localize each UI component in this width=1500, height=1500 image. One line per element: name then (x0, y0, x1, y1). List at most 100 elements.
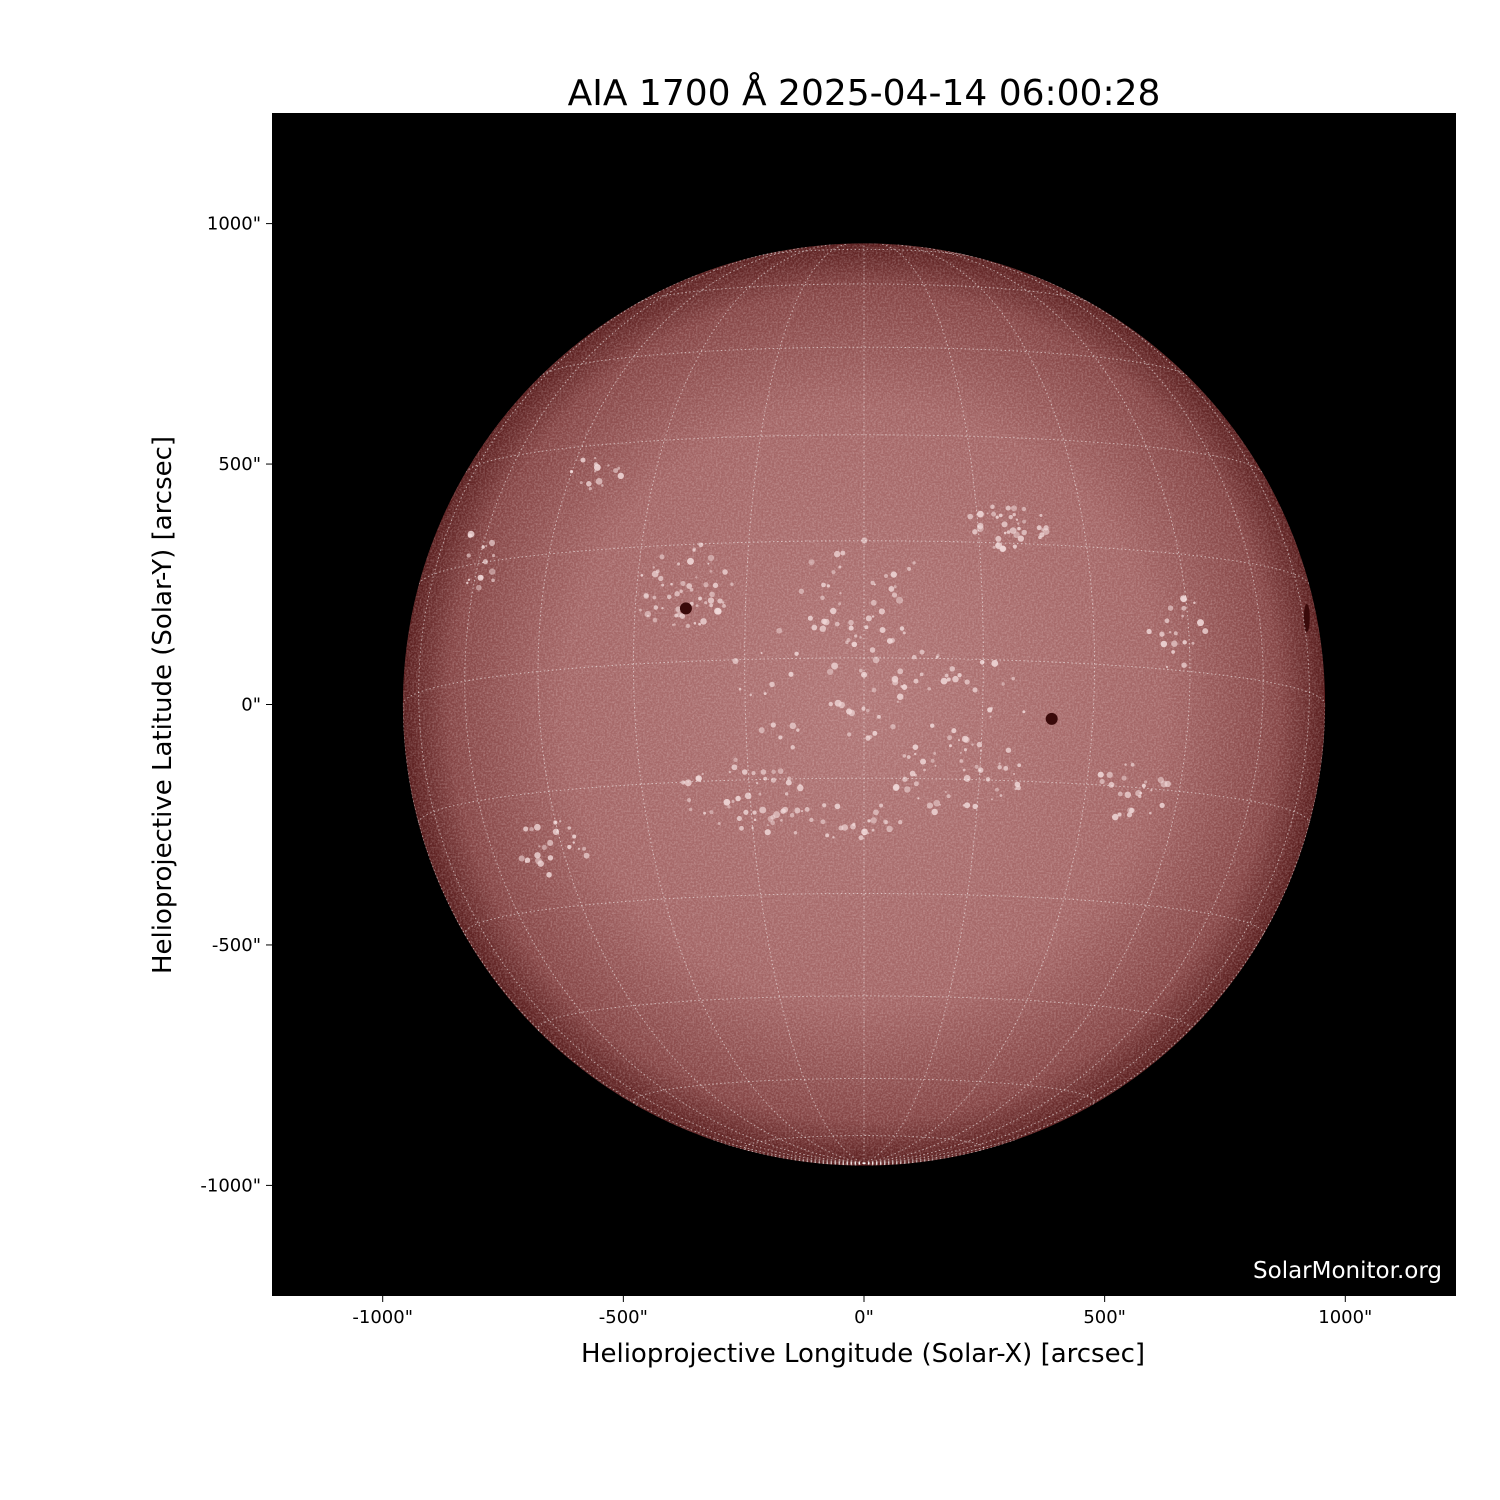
y-tick-label: -1000" (200, 1175, 261, 1196)
chart-title: AIA 1700 Å 2025-04-14 06:00:28 (568, 71, 1161, 114)
plage-point (617, 466, 621, 470)
plage-point (1182, 640, 1187, 645)
plage-point (1181, 596, 1187, 603)
plage-point (967, 513, 974, 520)
plage-point (972, 529, 978, 535)
plage-point (695, 576, 698, 579)
latitude-line (537, 995, 1191, 1032)
plage-point (848, 619, 854, 626)
plage-point (661, 583, 665, 587)
plage-point (861, 537, 868, 544)
plage-point (675, 606, 682, 613)
plage-point (727, 805, 731, 809)
plage-point (1191, 641, 1195, 645)
plage-point (934, 764, 937, 767)
plage-point (998, 513, 1003, 518)
plage-point (902, 754, 907, 758)
latitude-line (632, 1078, 1096, 1107)
plage-point (864, 625, 869, 630)
plage-point (793, 830, 798, 835)
x-axis: -1000" -500" 0" 500" 1000" (352, 1296, 1372, 1328)
plage-point (764, 829, 771, 836)
plage-point (974, 764, 979, 769)
plage-point (807, 615, 813, 621)
plage-point (946, 677, 951, 682)
plage-point (873, 809, 879, 816)
plage-point (760, 651, 763, 654)
plage-point (767, 815, 774, 822)
longitude-line (863, 250, 1264, 1164)
plage-point (1016, 785, 1021, 791)
plage-point (567, 844, 572, 850)
plage-point (866, 735, 869, 738)
plage-point (1017, 526, 1021, 531)
plage-point (831, 570, 836, 575)
plage-point (1017, 522, 1020, 525)
plage-point (712, 582, 719, 589)
plage-point (751, 826, 754, 830)
plage-point (902, 631, 906, 635)
plage-point (617, 472, 624, 480)
plage-point (977, 510, 984, 518)
plage-point (704, 601, 708, 605)
plage-point (947, 735, 953, 741)
plage-point (952, 675, 959, 683)
longitude-line (863, 704, 1326, 1164)
plage-point (819, 625, 827, 632)
plage-point (861, 828, 868, 836)
plage-point (752, 810, 757, 815)
plage-point (926, 802, 933, 809)
plage-point (703, 582, 709, 588)
plage-point (976, 741, 983, 748)
plage-point (588, 486, 593, 491)
plage-point (1157, 776, 1165, 784)
plage-point (785, 779, 792, 786)
plage-point (871, 828, 875, 832)
plage-point (1006, 530, 1011, 534)
plage-point (1143, 780, 1148, 784)
plage-point (871, 615, 875, 618)
plage-point (962, 768, 966, 772)
plage-point (782, 806, 789, 813)
plage-point (944, 673, 949, 678)
plage-point (1038, 535, 1042, 540)
plage-point (579, 481, 583, 485)
plage-point (1017, 763, 1022, 768)
plage-point (760, 769, 767, 775)
plage-point (841, 824, 849, 831)
plage-point (538, 845, 541, 848)
plage-point (546, 872, 552, 878)
plage-point (896, 596, 904, 604)
plage-point (1150, 789, 1153, 792)
plage-point (820, 819, 826, 825)
plage-point (698, 622, 702, 626)
plage-point (1124, 763, 1127, 766)
plage-point (689, 601, 694, 606)
plage-point (963, 775, 971, 782)
plage-point (907, 566, 912, 571)
plage-point (686, 798, 692, 803)
plage-point (872, 730, 878, 736)
plage-point (985, 777, 991, 782)
plage-point (919, 672, 924, 677)
plage-point (731, 764, 738, 771)
plage-point (758, 792, 762, 796)
x-tick-label: 1000" (1318, 1307, 1372, 1328)
plage-point (676, 611, 682, 618)
plage-point (946, 794, 951, 799)
plage-point (1159, 631, 1165, 637)
plage-point (739, 825, 744, 831)
plage-point (1097, 771, 1104, 778)
plage-point (867, 832, 870, 835)
plage-point (643, 592, 650, 599)
plage-point (903, 684, 906, 687)
plage-point (995, 515, 999, 519)
plage-point (846, 638, 851, 643)
plage-point (670, 582, 673, 586)
plage-point (733, 757, 738, 762)
plage-point (466, 581, 469, 585)
plage-point (1108, 781, 1115, 788)
plage-point (1022, 519, 1027, 524)
plage-point (1011, 676, 1015, 681)
plage-point (899, 626, 905, 631)
